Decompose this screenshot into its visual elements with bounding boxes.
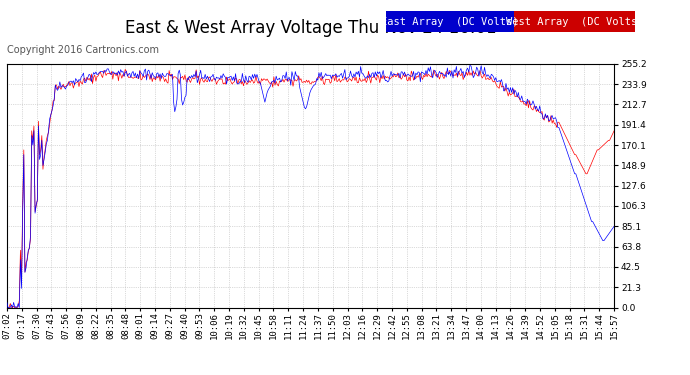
Text: Copyright 2016 Cartronics.com: Copyright 2016 Cartronics.com [7,45,159,55]
Text: East Array  (DC Volts): East Array (DC Volts) [382,16,519,27]
Text: East & West Array Voltage Thu Nov 24 16:01: East & West Array Voltage Thu Nov 24 16:… [125,19,496,37]
Text: West Array  (DC Volts): West Array (DC Volts) [506,16,643,27]
